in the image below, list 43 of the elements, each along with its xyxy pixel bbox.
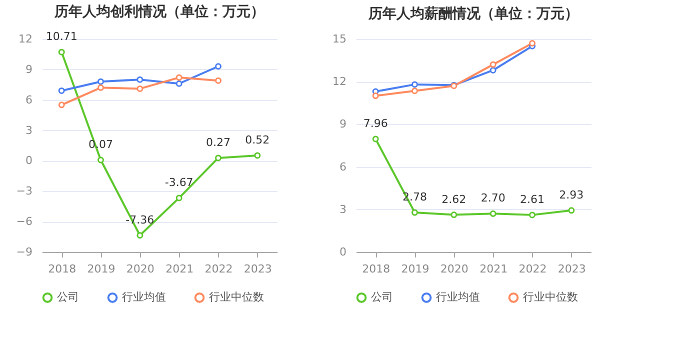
legend-label: 公司 — [57, 290, 79, 304]
y-tick-label: 0 — [26, 154, 32, 168]
data-label: -3.67 — [164, 176, 194, 189]
y-tick-label: 0 — [340, 246, 346, 258]
y-tick-label: 12 — [332, 75, 346, 88]
data-label: 7.96 — [363, 116, 388, 130]
y-tick-label: 6 — [340, 160, 346, 174]
y-tick-label: −3 — [16, 184, 32, 198]
y-tick-label: 3 — [26, 124, 32, 137]
x-tick-label: 2021 — [166, 262, 194, 276]
data-label: 2.70 — [480, 192, 506, 205]
data-label: 10.71 — [46, 30, 78, 44]
x-tick-label: 2018 — [362, 262, 390, 276]
y-tick-label: −6 — [16, 215, 32, 228]
legend-label: 行业中位数 — [523, 290, 578, 304]
y-tick-label: 6 — [26, 93, 32, 106]
x-tick-label: 2019 — [401, 262, 430, 276]
data-label: 0.52 — [245, 133, 270, 146]
x-tick-label: 2020 — [440, 262, 468, 276]
legend-label: 行业均值 — [122, 290, 166, 304]
y-tick-label: 9 — [26, 62, 32, 76]
data-label: 2.62 — [442, 192, 466, 206]
data-label: 0.27 — [206, 136, 230, 149]
x-tick-label: 2023 — [558, 262, 586, 276]
x-tick-label: 2019 — [87, 262, 116, 276]
data-label: 2.93 — [559, 188, 584, 202]
legend-label: 行业均值 — [436, 290, 480, 304]
y-tick-label: 3 — [340, 202, 346, 216]
y-tick-label: −9 — [16, 246, 32, 258]
x-tick-label: 2020 — [126, 262, 154, 276]
y-tick-label: 12 — [18, 32, 32, 46]
legend-label: 公司 — [371, 290, 393, 304]
legend-label: 行业中位数 — [209, 290, 264, 304]
x-tick-label: 2021 — [480, 262, 508, 276]
x-tick-label: 2022 — [518, 262, 547, 276]
chart-title: 历年人均薪酬情况（单位：万元） — [368, 6, 578, 22]
data-label: 2.61 — [520, 192, 544, 206]
chart-title: 历年人均创利情况（单位：万元） — [54, 4, 264, 20]
x-tick-label: 2022 — [204, 262, 233, 276]
x-tick-label: 2023 — [244, 262, 272, 276]
y-tick-label: 9 — [340, 118, 346, 131]
x-tick-label: 2018 — [48, 262, 76, 276]
y-tick-label: 15 — [332, 32, 346, 46]
